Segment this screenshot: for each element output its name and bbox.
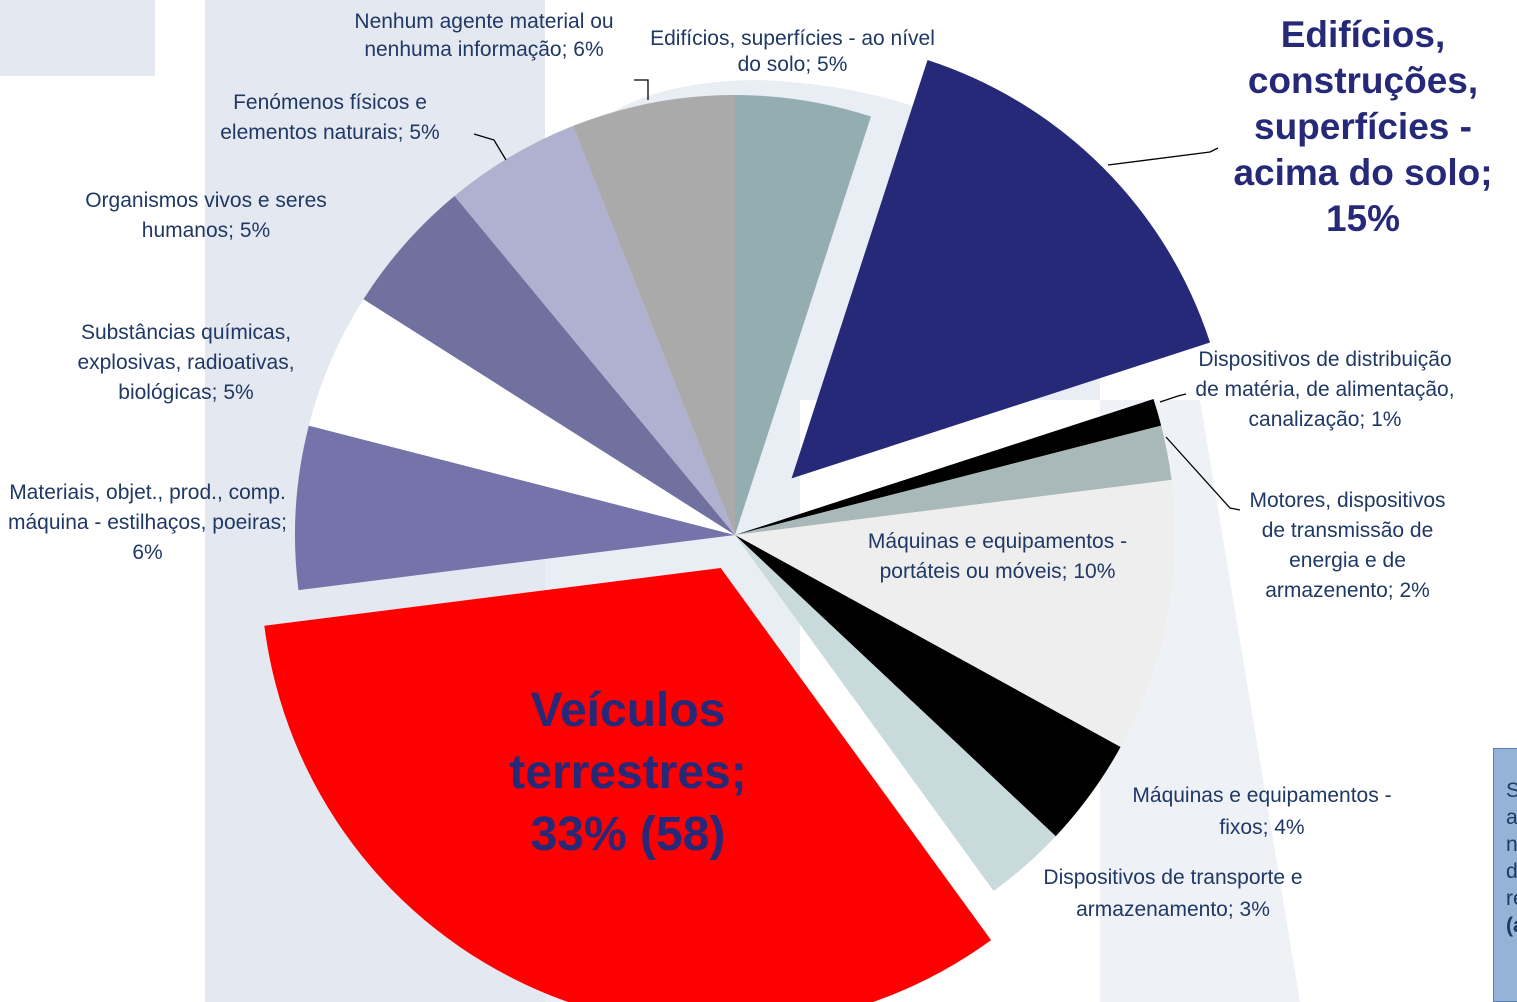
category-label: Máquinas e equipamentos - portáteis ou m… (867, 530, 1128, 583)
data-label: Substâncias químicas, explosivas, radioa… (40, 318, 332, 408)
value-label: 5% (409, 121, 440, 144)
leader-line (634, 79, 649, 100)
note-line: n (1506, 833, 1517, 856)
pie-slice (791, 59, 1211, 479)
pie-slice (735, 399, 1162, 535)
value-label: 15% (1325, 198, 1401, 239)
note-line: S (1506, 779, 1517, 802)
category-label: Materiais, objet., prod., comp. máquina … (8, 481, 287, 534)
category-label: Organismos vivos e seres humanos; (85, 189, 327, 242)
data-label: Edifícios, construções, superfícies - ac… (1208, 12, 1517, 242)
note-line: a (1506, 806, 1517, 829)
category-label: Fenómenos físicos e elementos naturais; (220, 91, 427, 144)
leader-line (1107, 147, 1219, 166)
pie-slice (363, 195, 735, 535)
value-label: 5% (223, 381, 254, 404)
pie-slice (295, 425, 735, 591)
leader-line (1165, 436, 1241, 511)
value-label: 6% (573, 38, 604, 61)
data-label: Organismos vivos e seres humanos; 5% (75, 186, 337, 246)
data-label: Edifícios, superfícies - ao nível do sol… (640, 26, 945, 78)
pie-slice (264, 568, 992, 1002)
value-label: 33% (58) (530, 808, 726, 861)
data-label: Fenómenos físicos e elementos naturais; … (185, 88, 475, 148)
data-label: Dispositivos de transporte e armazenamen… (1042, 862, 1304, 926)
value-label: 5% (817, 53, 848, 76)
category-label: Edifícios, superfícies - ao nível do sol… (650, 27, 935, 76)
pie-slice (735, 535, 1121, 837)
category-label: Veículos terrestres; (509, 684, 747, 799)
data-label: Materiais, objet., prod., comp. máquina … (0, 478, 295, 568)
data-label: Dispositivos de distribuição de matéria,… (1185, 345, 1465, 435)
value-label: 4% (1274, 816, 1305, 839)
data-label: Motores, dispositivos de transmissão de … (1240, 486, 1455, 606)
pie-slice (573, 95, 735, 535)
data-label: Veículos terrestres; 33% (58) (478, 680, 778, 866)
category-label: Edifícios, construções, superfícies - ac… (1233, 14, 1493, 193)
category-label: Dispositivos de distribuição de matéria,… (1195, 348, 1455, 431)
category-label: Nenhum agente material ou nenhuma inform… (354, 10, 614, 61)
pie-slice (735, 479, 1175, 747)
leader-lines (473, 79, 1241, 511)
note-line: re (1506, 887, 1517, 910)
value-label: 10% (1073, 560, 1116, 583)
pie (264, 59, 1211, 1002)
value-label: 6% (132, 541, 163, 564)
leader-line (1159, 393, 1187, 403)
pie-slice (735, 535, 1056, 891)
value-label: 3% (1239, 898, 1270, 921)
note-line: d (1506, 860, 1517, 883)
background-shape (0, 0, 155, 76)
value-label: 2% (1399, 579, 1430, 602)
data-label: Máquinas e equipamentos - fixos; 4% (1112, 780, 1412, 844)
pie-slice (735, 95, 871, 535)
value-label: 5% (239, 219, 271, 242)
leader-line (473, 133, 507, 161)
category-label: Motores, dispositivos de transmissão de … (1249, 489, 1446, 602)
pie-slice (308, 299, 735, 535)
data-label: Nenhum agente material ou nenhuma inform… (325, 8, 643, 64)
pie-slice (454, 125, 735, 535)
data-label: Máquinas e equipamentos - portáteis ou m… (845, 527, 1150, 587)
pie-slice (735, 425, 1172, 535)
note-line: (a (1506, 914, 1517, 937)
value-label: 1% (1371, 408, 1402, 431)
category-label: Máquinas e equipamentos - fixos; (1132, 784, 1392, 839)
category-label: Dispositivos de transporte e armazenamen… (1043, 866, 1303, 921)
category-label: Substâncias químicas, explosivas, radioa… (77, 321, 295, 404)
